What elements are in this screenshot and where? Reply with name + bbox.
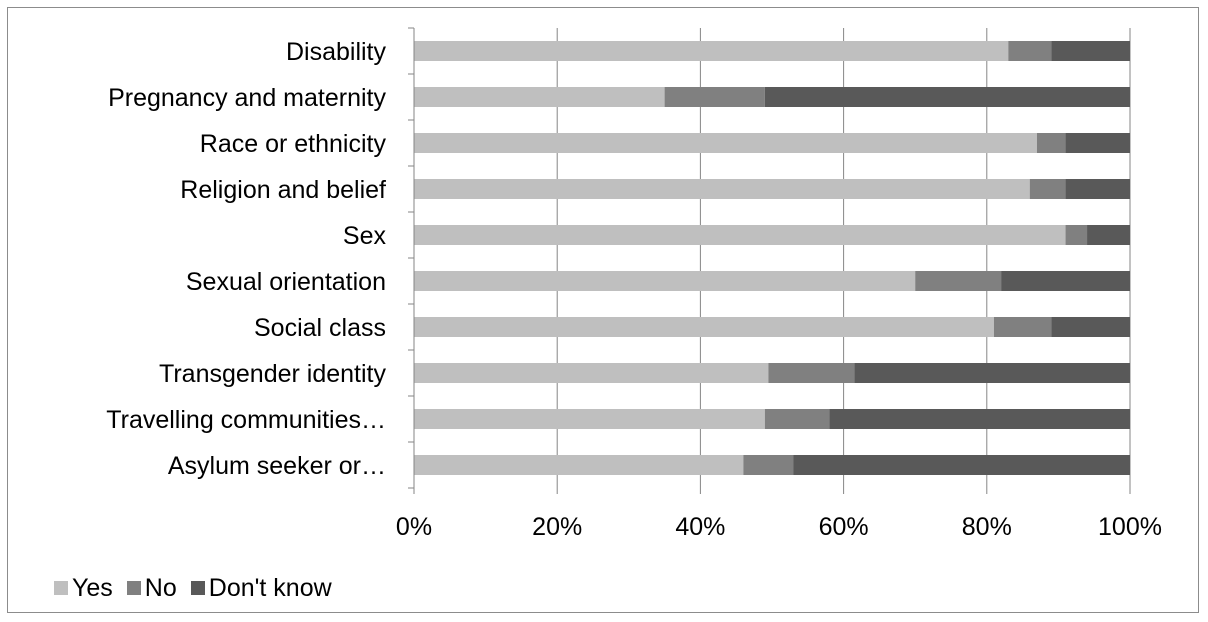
category-labels: Disability Pregnancy and maternity Race or… (106, 38, 386, 480)
bar-segment (1051, 317, 1130, 337)
bar-segment (1001, 271, 1130, 291)
legend-item: No (126, 573, 177, 603)
x-tick-label: 20% (532, 513, 582, 541)
bar-segment (1065, 179, 1130, 199)
bar-segment (1051, 41, 1130, 61)
category-label: Social class (254, 314, 386, 342)
bar-segment (1036, 133, 1066, 153)
bar-segment (743, 455, 794, 475)
legend-item: Don't know (190, 573, 332, 603)
bar-segment (414, 317, 994, 337)
bar-segment (414, 455, 744, 475)
bar-segment (414, 225, 1066, 245)
category-label: Travelling communities… (106, 406, 386, 434)
legend: Yes No Don't know (54, 570, 346, 606)
bar-segment (414, 87, 665, 107)
bar-segment (854, 363, 1130, 383)
x-tick-label: 60% (819, 513, 869, 541)
bar-segment (414, 271, 916, 291)
bar-segment (414, 41, 1009, 61)
bars (414, 41, 1130, 475)
category-label: Disability (286, 38, 387, 66)
legend-swatch (126, 581, 141, 595)
legend-swatch (190, 581, 205, 595)
category-label: Asylum seeker or… (168, 452, 386, 480)
category-axis (408, 27, 415, 489)
legend-label: Yes (72, 573, 113, 602)
x-tick-label: 100% (1098, 513, 1162, 541)
category-label: Religion and belief (180, 176, 386, 204)
bar-segment (1008, 41, 1052, 61)
bar-segment (764, 87, 1130, 107)
x-tick-labels: 0% 20% 40% 60% 80% 100% (396, 513, 1162, 541)
bar-segment (1029, 179, 1066, 199)
legend-item: Yes (54, 574, 113, 603)
bar-segment (664, 87, 765, 107)
x-tick-label: 0% (396, 513, 432, 541)
chart-frame (7, 7, 1199, 613)
bar-segment (414, 409, 765, 429)
category-label: Sexual orientation (186, 268, 386, 296)
legend-label: Don't know (208, 573, 332, 602)
bar-segment (1087, 225, 1130, 245)
bar-segment (768, 363, 855, 383)
bar-segment (414, 363, 769, 383)
bar-segment (829, 409, 1130, 429)
bar-segment (414, 133, 1037, 153)
bar-segment (1065, 225, 1088, 245)
x-tick-label: 40% (675, 513, 725, 541)
bar-segment (793, 455, 1130, 475)
category-label: Race or ethnicity (200, 130, 387, 158)
bar-segment (1065, 133, 1130, 153)
category-label: Transgender identity (159, 360, 386, 388)
bar-segment (414, 179, 1030, 199)
bar-segment (915, 271, 1002, 291)
category-label: Pregnancy and maternity (108, 84, 386, 112)
x-tick-label: 80% (962, 513, 1012, 541)
bar-segment (764, 409, 830, 429)
legend-label: No (144, 573, 177, 602)
bar-segment (993, 317, 1052, 337)
category-label: Sex (343, 222, 387, 250)
legend-swatch (54, 581, 68, 595)
